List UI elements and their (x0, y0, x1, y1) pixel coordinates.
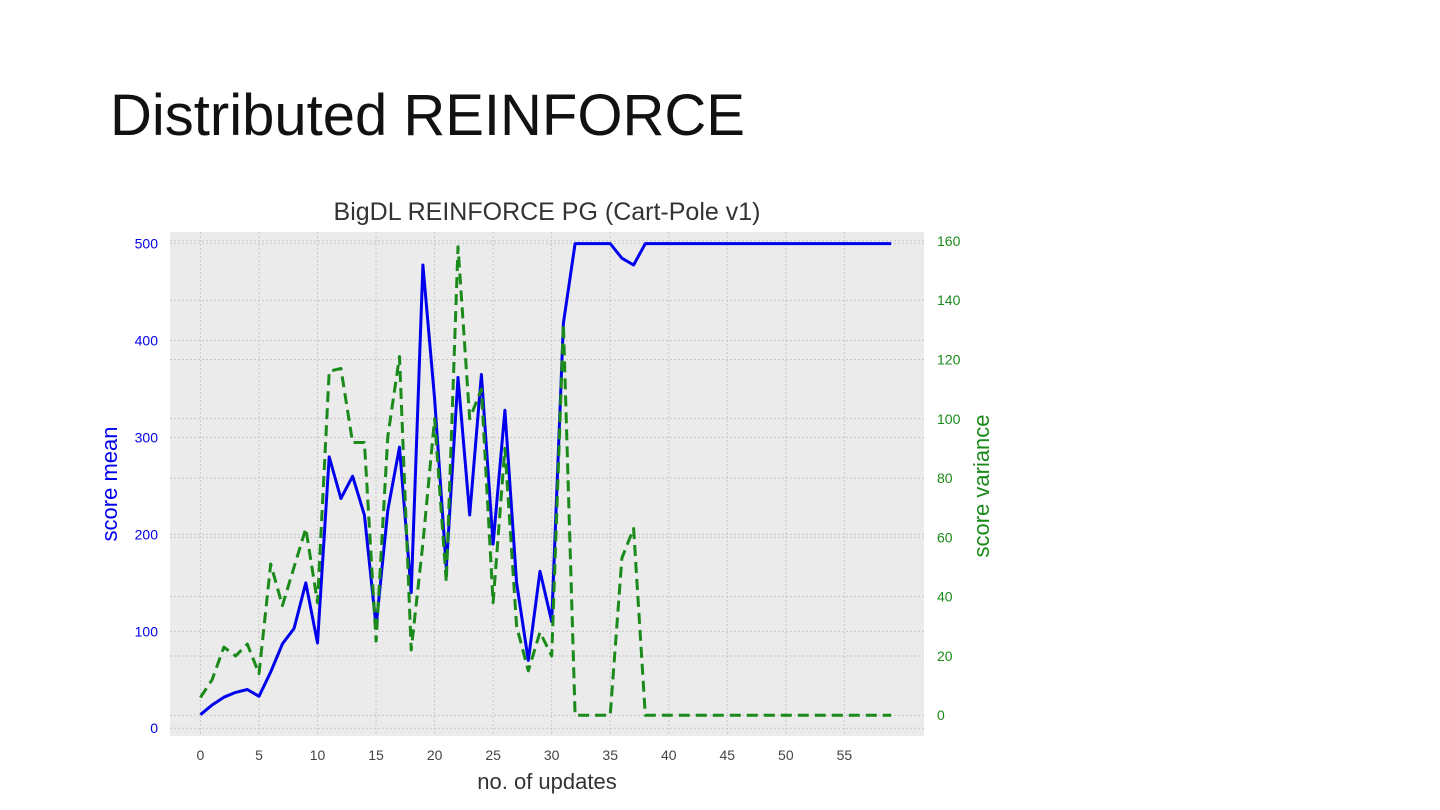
x-tick-label: 30 (544, 747, 560, 763)
x-tick-label: 35 (602, 747, 618, 763)
x-tick-label: 20 (427, 747, 443, 763)
y2-tick-label: 20 (937, 648, 953, 664)
y2-tick-label: 120 (937, 351, 961, 367)
x-tick-label: 50 (778, 747, 794, 763)
y-tick-label: 100 (135, 623, 159, 639)
slide-title: Distributed REINFORCE (110, 83, 745, 148)
y-tick-label: 0 (150, 720, 158, 736)
plot-area (170, 232, 924, 736)
y2-tick-label: 40 (937, 589, 953, 605)
x-tick-label: 5 (255, 747, 263, 763)
y-tick-label: 400 (135, 333, 159, 349)
y2-tick-label: 60 (937, 529, 953, 545)
x-tick-label: 40 (661, 747, 677, 763)
grid (170, 232, 924, 736)
y2-tick-label: 100 (937, 411, 961, 427)
x-axis-label: no. of updates (477, 769, 616, 794)
y2-tick-label: 140 (937, 292, 961, 308)
x-tick-label: 0 (197, 747, 205, 763)
score-variance-line (199, 245, 892, 717)
x-tick-label: 55 (837, 747, 853, 763)
y-tick-label: 300 (135, 429, 159, 445)
y-tick-label: 200 (135, 526, 159, 542)
y2-tick-label: 80 (937, 470, 953, 486)
x-tick-label: 15 (368, 747, 384, 763)
x-tick-label: 25 (485, 747, 501, 763)
tick-labels: 0 5 10 15 20 25 30 35 40 45 50 55 0 100 200 300 400 500 0 2… (135, 233, 961, 763)
chart-title: BigDL REINFORCE PG (Cart-Pole v1) (334, 198, 761, 226)
y-tick-label: 500 (135, 236, 159, 252)
x-tick-label: 45 (720, 747, 736, 763)
series-layer (199, 242, 892, 717)
y-axis-label: score mean (97, 427, 122, 542)
score-mean-line (199, 242, 892, 716)
x-tick-label: 10 (310, 747, 326, 763)
y2-tick-label: 0 (937, 707, 945, 723)
y2-tick-label: 160 (937, 233, 961, 249)
y2-axis-label: score variance (969, 414, 994, 557)
